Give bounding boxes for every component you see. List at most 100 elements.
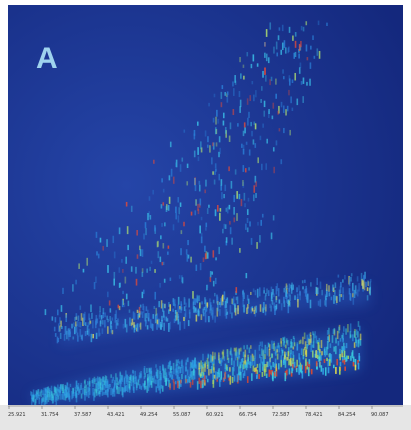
streak (162, 243, 165, 249)
streak (294, 51, 297, 58)
streak (239, 248, 241, 253)
streak (86, 330, 89, 335)
streak (193, 370, 196, 380)
streak (150, 368, 152, 374)
streak (273, 371, 276, 377)
streak (261, 86, 263, 91)
streak (220, 298, 222, 306)
streak (196, 296, 199, 303)
streak (172, 308, 174, 312)
streak (261, 348, 263, 356)
streak (251, 308, 254, 312)
streak (111, 379, 114, 384)
streak (329, 343, 332, 348)
streak (127, 244, 129, 251)
streak (299, 45, 302, 51)
streak (292, 358, 294, 364)
streak (298, 340, 301, 345)
streak (298, 285, 300, 291)
streak (194, 177, 196, 185)
streak (214, 292, 216, 297)
streak (160, 204, 163, 209)
streak (265, 163, 268, 170)
streak (161, 178, 163, 183)
streak (186, 254, 189, 262)
streak (113, 387, 116, 397)
streak (64, 393, 67, 401)
streak (315, 361, 318, 367)
streak (143, 365, 146, 375)
streak (50, 394, 52, 401)
streak (130, 322, 133, 327)
streak (208, 369, 210, 376)
streak (72, 389, 75, 397)
streak (178, 275, 181, 279)
streak (197, 203, 199, 211)
streak (175, 309, 177, 318)
streak (248, 167, 250, 171)
streak (268, 110, 270, 119)
streak (210, 369, 212, 374)
streak (282, 105, 285, 113)
streak (69, 328, 72, 335)
streak (214, 171, 216, 175)
streak (282, 337, 285, 346)
streak (173, 318, 176, 323)
streak (60, 383, 62, 390)
streak (151, 323, 153, 329)
streak (178, 376, 181, 384)
streak (272, 147, 275, 152)
streak (253, 121, 256, 125)
streak (299, 62, 302, 68)
streak (162, 367, 165, 373)
streak (140, 311, 142, 315)
streak (96, 318, 99, 324)
streak (47, 386, 50, 393)
streak (246, 227, 249, 233)
streak (147, 380, 149, 384)
streak (162, 364, 164, 371)
streak (302, 336, 304, 345)
streak (174, 315, 177, 322)
streak (332, 284, 334, 292)
streak (276, 283, 279, 292)
streak (232, 367, 235, 372)
streak (356, 276, 359, 282)
streak (231, 376, 234, 384)
streak (271, 340, 273, 349)
streak (357, 321, 360, 327)
streak (288, 46, 290, 53)
streak (130, 205, 133, 212)
streak (273, 363, 276, 369)
streak (285, 352, 287, 356)
streak (233, 194, 235, 203)
streak (251, 357, 254, 366)
streak (107, 291, 109, 298)
streak (181, 157, 184, 162)
streak (111, 317, 114, 321)
streak (138, 306, 141, 314)
streak (229, 367, 231, 372)
streak (318, 338, 321, 343)
streak (161, 223, 163, 227)
streak (261, 372, 264, 377)
streak (254, 358, 256, 367)
streak (296, 359, 298, 367)
streak (55, 387, 57, 393)
streak (292, 354, 295, 362)
streak (244, 349, 247, 358)
streak (352, 356, 355, 363)
streak (209, 354, 212, 363)
streak (155, 307, 158, 316)
streak (204, 253, 207, 260)
streak (159, 256, 162, 263)
streak (68, 395, 71, 402)
streak (216, 296, 219, 304)
streak (83, 380, 86, 384)
streak (188, 298, 190, 308)
streak (153, 159, 155, 164)
streak (226, 350, 229, 358)
streak (104, 312, 106, 318)
streak (93, 376, 96, 385)
streak (274, 346, 277, 355)
